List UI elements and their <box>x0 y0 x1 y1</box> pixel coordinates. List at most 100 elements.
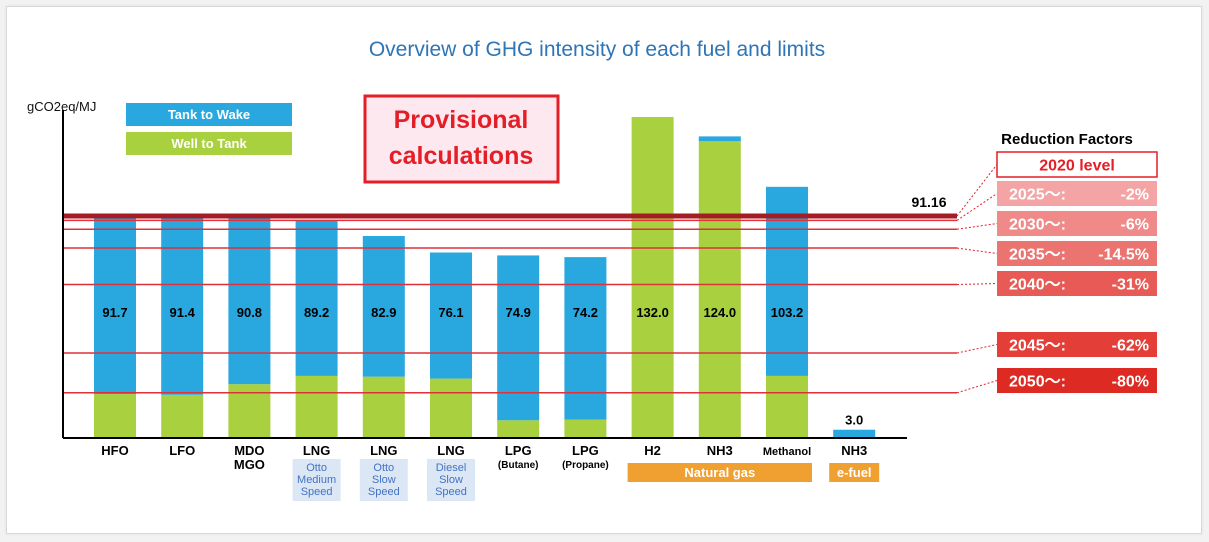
legend-label-well-to-tank: Well to Tank <box>171 136 247 151</box>
x-tick-sublabel-box <box>292 459 341 501</box>
reduction-factors-header: Reduction Factors <box>1001 131 1133 148</box>
reduction-factor-connector <box>956 283 998 286</box>
x-tick-sublabel: Diesel <box>436 462 467 474</box>
bar-tank-to-wake <box>698 136 741 142</box>
legend-swatch-well-to-tank <box>126 132 292 155</box>
bar-value-label: 89.2 <box>304 305 329 320</box>
bar-value-label: 74.9 <box>506 305 531 320</box>
x-tick-label: LFO <box>169 443 195 458</box>
bar-value-label: 82.9 <box>371 305 396 320</box>
bar-value-label: 124.0 <box>704 305 737 320</box>
chart-frame: Overview of GHG intensity of each fuel a… <box>6 6 1202 534</box>
bar-tank-to-wake <box>295 220 338 376</box>
bar-tank-to-wake <box>94 214 136 395</box>
bar-well-to-tank <box>766 375 808 437</box>
reduction-factor-connector <box>956 223 998 230</box>
provisional-stamp-line1: Provisional <box>394 106 529 134</box>
x-tick-label: NH3 <box>707 443 733 458</box>
reduction-factor-box <box>997 332 1157 357</box>
x-tick-sublabel-box <box>427 459 475 501</box>
x-tick-label: Methanol <box>763 446 811 458</box>
limit-lines-layer <box>63 213 957 394</box>
reduction-factor-pct: -31% <box>1112 277 1149 294</box>
reduction-factor-connector <box>956 247 998 254</box>
bar-well-to-tank <box>161 394 204 437</box>
category-group-label: Natural gas <box>684 465 755 480</box>
reduction-factor-connector <box>956 380 998 394</box>
reduction-factor-connector <box>956 193 998 221</box>
reduction-factor-year: 2040～: <box>1009 277 1066 294</box>
x-tick-sublabel: Speed <box>301 486 333 498</box>
bar-well-to-tank <box>631 117 674 437</box>
bar-value-label: 103.2 <box>771 305 804 320</box>
reduction-factor-pct: -14.5% <box>1098 247 1149 264</box>
reduction-factor-pct: -62% <box>1112 338 1149 355</box>
category-groups: Natural gas e-fuel <box>627 463 880 482</box>
bar-well-to-tank <box>362 376 405 437</box>
reduction-factor-year: 2025～: <box>1009 187 1066 204</box>
bar-tank-to-wake <box>430 252 472 379</box>
reduction-factor-connector <box>956 344 998 354</box>
reduction-factor-pct: -6% <box>1121 217 1149 234</box>
bar-well-to-tank <box>430 378 472 437</box>
x-tick-sublabel-box <box>359 459 408 501</box>
x-tick-label: LNG <box>437 443 464 458</box>
bar-tank-to-wake <box>161 215 204 395</box>
reduction-factor-year: 2035～: <box>1009 247 1066 264</box>
baseline-value-label: 91.16 <box>911 194 946 210</box>
y-axis-label: gCO2eq/MJ <box>27 99 96 114</box>
reduction-factor-pct: -80% <box>1112 374 1149 391</box>
x-tick-label: LNG <box>370 443 397 458</box>
bar-well-to-tank <box>564 419 607 437</box>
reduction-factor-year: 2020 level <box>1039 158 1115 175</box>
x-tick-sublabel: Otto <box>306 462 327 474</box>
x-tick-label: MDO <box>234 443 264 458</box>
reduction-factor-box <box>997 241 1157 266</box>
x-tick-sublabel: Speed <box>435 486 467 498</box>
axes-layer <box>62 110 907 439</box>
bar-tank-to-wake <box>833 429 876 437</box>
x-tick-label: NH3 <box>841 443 867 458</box>
bar-well-to-tank <box>295 375 338 437</box>
legend-label-tank-to-wake: Tank to Wake <box>168 107 250 122</box>
legend: Tank to Wake Well to Tank <box>126 103 292 155</box>
x-axis-labels: HFO LFO MDOMGOLNGOttoMediumSpeedLNGOttoSlo… <box>101 443 867 501</box>
bar-value-label: 91.4 <box>170 305 196 320</box>
x-tick-sublabel: (Butane) <box>498 460 539 471</box>
bar-value-label: 76.1 <box>438 305 463 320</box>
legend-swatch-tank-to-wake <box>126 103 292 126</box>
x-tick-label: LPG <box>505 443 532 458</box>
reduction-factor-box <box>997 271 1157 296</box>
bar-tank-to-wake <box>228 216 271 385</box>
ghg-intensity-chart: Overview of GHG intensity of each fuel a… <box>27 38 1158 501</box>
x-tick-label: H2 <box>644 443 661 458</box>
chart-title: Overview of GHG intensity of each fuel a… <box>369 38 825 61</box>
category-group-band <box>829 463 880 482</box>
bar-value-label: 74.2 <box>573 305 598 320</box>
bar-well-to-tank <box>497 420 540 437</box>
x-tick-label: HFO <box>101 443 128 458</box>
reduction-factor-year: 2030～: <box>1009 217 1066 234</box>
provisional-stamp-line2: calculations <box>389 142 534 170</box>
x-tick-sublabel: (Propane) <box>562 460 609 471</box>
bar-value-label: 132.0 <box>636 305 669 320</box>
value-labels-layer: 91.7 91.4 90.8 89.2 82.9 76.1 74.9 74.2 132.0 124… <box>102 194 946 428</box>
reduction-factor-box <box>997 368 1157 393</box>
x-tick-sublabel: MGO <box>234 457 265 472</box>
category-group-band <box>627 463 812 482</box>
reduction-factor-connector <box>956 164 998 217</box>
x-tick-sublabel: Slow <box>439 474 463 486</box>
x-tick-sublabel: Otto <box>373 462 394 474</box>
reduction-factors-panel: Reduction Factors 2020 level 2025～: -2% 203… <box>956 131 1158 394</box>
x-tick-sublabel: Medium <box>297 474 336 486</box>
bar-value-label: 91.7 <box>102 305 127 320</box>
reduction-factor-box <box>996 151 1158 178</box>
bar-tank-to-wake <box>497 255 540 421</box>
category-group-label: e-fuel <box>837 465 872 480</box>
reduction-factor-year: 2050～: <box>1009 374 1066 391</box>
x-tick-sublabel: Slow <box>372 474 396 486</box>
reduction-factor-year: 2045～: <box>1009 338 1066 355</box>
reduction-factor-box <box>997 181 1157 206</box>
bar-tank-to-wake <box>564 257 607 420</box>
reduction-factor-box <box>997 211 1157 236</box>
